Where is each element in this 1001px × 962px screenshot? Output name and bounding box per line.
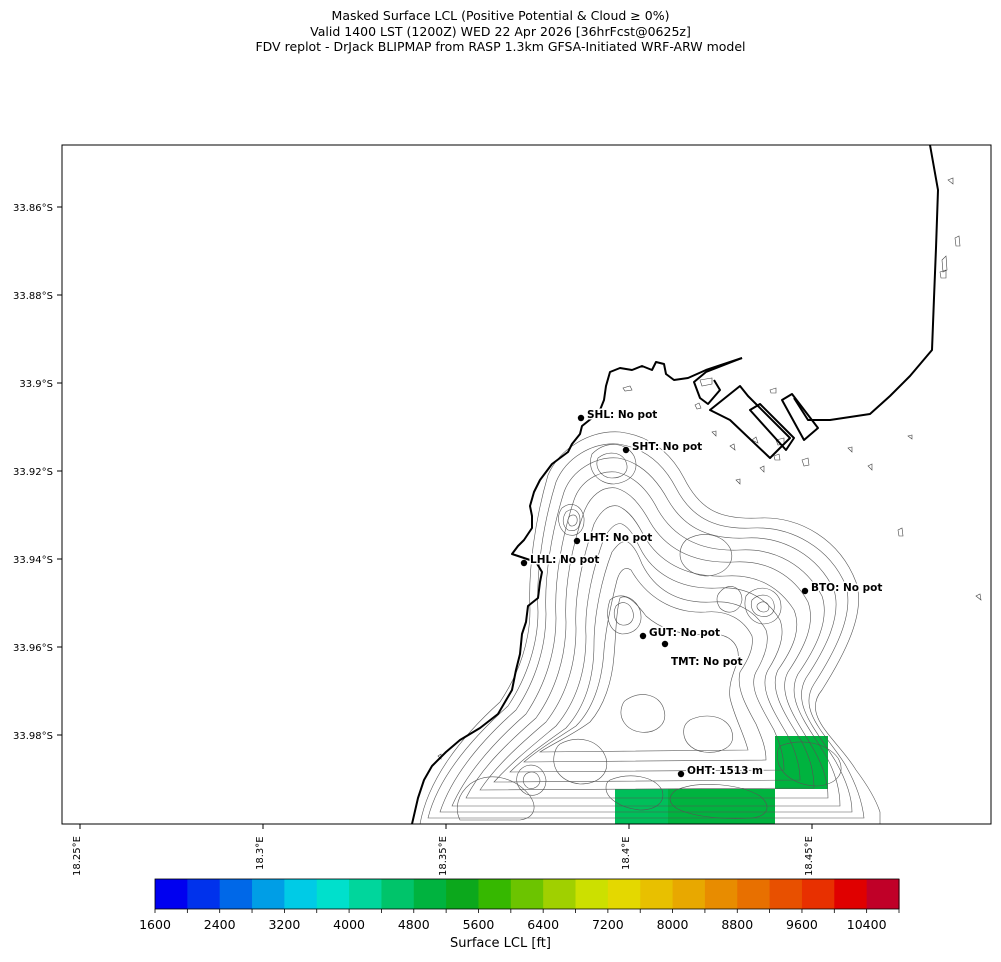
station-label-oht: OHT: 1513 m bbox=[687, 765, 763, 777]
colorbar-tick-label: 4000 bbox=[333, 917, 365, 932]
colorbar-swatch bbox=[607, 879, 641, 909]
station-marker-tmt bbox=[661, 640, 669, 648]
small-contours bbox=[437, 177, 982, 760]
colorbar-frame bbox=[154, 878, 900, 910]
station-marker-lhl bbox=[520, 559, 528, 567]
colorbar-swatch bbox=[575, 879, 609, 909]
map-frame bbox=[61, 144, 992, 825]
colorbar-swatch bbox=[219, 879, 253, 909]
colorbar-swatch bbox=[801, 879, 835, 909]
lat-axis: 33.86°S 33.88°S 33.9°S 33.92°S 33.94°S 3… bbox=[13, 203, 62, 742]
colorbar-swatch bbox=[834, 879, 868, 909]
colorbar-swatch bbox=[284, 879, 318, 909]
colorbar-tick-label: 5600 bbox=[463, 917, 495, 932]
colorbar-swatch bbox=[381, 879, 415, 909]
station-label-lhl: LHL: No pot bbox=[530, 554, 599, 566]
lon-tick-label: 18.3°E bbox=[255, 836, 266, 870]
lat-tick-label: 33.88°S bbox=[13, 291, 53, 302]
colorbar-tick-label: 10400 bbox=[847, 917, 887, 932]
colorbar: 1600 2400 3200 4000 4800 5600 6400 7200 8000 8800… bbox=[139, 878, 900, 932]
colorbar-swatch bbox=[252, 879, 285, 909]
lcl-cell bbox=[615, 789, 668, 824]
station-label-shl: SHL: No pot bbox=[587, 409, 657, 421]
stations: SHL: No pot SHT: No pot LHT: No pot LHL:… bbox=[520, 408, 884, 779]
colorbar-swatch bbox=[640, 879, 674, 909]
lat-tick-label: 33.96°S bbox=[13, 643, 53, 654]
colorbar-tick-label: 4800 bbox=[398, 917, 430, 932]
colorbar-tick-label: 8000 bbox=[657, 917, 689, 932]
colorbar-swatch bbox=[672, 879, 706, 909]
station-label-lht: LHT: No pot bbox=[583, 532, 652, 544]
title-line-3: FDV replot - DrJack BLIPMAP from RASP 1.… bbox=[255, 39, 746, 54]
station-marker-sht bbox=[622, 446, 630, 454]
colorbar-swatch bbox=[769, 879, 803, 909]
chart-title: Masked Surface LCL (Positive Potential &… bbox=[0, 8, 1001, 55]
colorbar-swatch bbox=[510, 879, 544, 909]
title-line-1: Masked Surface LCL (Positive Potential &… bbox=[331, 8, 670, 23]
colorbar-swatch bbox=[704, 879, 738, 909]
lat-tick-label: 33.94°S bbox=[13, 555, 53, 566]
colorbar-tick-label: 6400 bbox=[527, 917, 559, 932]
colorbar-swatches bbox=[155, 879, 900, 909]
colorbar-title: Surface LCL [ft] bbox=[450, 936, 551, 951]
colorbar-swatch bbox=[446, 879, 480, 909]
lon-tick-label: 18.4°E bbox=[621, 836, 632, 870]
colorbar-tick-label: 9600 bbox=[786, 917, 818, 932]
lat-tick-label: 33.98°S bbox=[13, 731, 53, 742]
colorbar-swatch bbox=[349, 879, 383, 909]
colorbar-swatch bbox=[187, 879, 221, 909]
station-label-gut: GUT: No pot bbox=[649, 627, 720, 639]
lon-axis: 18.25°E 18.3°E 18.35°E 18.4°E 18.45°E bbox=[72, 824, 815, 876]
colorbar-tick-label: 1600 bbox=[139, 917, 171, 932]
station-marker-lht bbox=[573, 537, 581, 545]
colorbar-swatch bbox=[155, 879, 188, 909]
coastline bbox=[411, 144, 939, 825]
title-line-2: Valid 1400 LST (1200Z) WED 22 Apr 2026 [… bbox=[310, 23, 691, 39]
station-label-bto: BTO: No pot bbox=[811, 582, 882, 594]
station-label-sht: SHT: No pot bbox=[632, 441, 702, 453]
station-marker-shl bbox=[577, 414, 585, 422]
station-marker-oht bbox=[677, 770, 685, 778]
colorbar-tick-label: 3200 bbox=[268, 917, 300, 932]
lat-tick-label: 33.92°S bbox=[13, 467, 53, 478]
colorbar-swatch bbox=[737, 879, 771, 909]
colorbar-tick-label: 7200 bbox=[592, 917, 624, 932]
lon-tick-label: 18.35°E bbox=[438, 836, 449, 876]
station-marker-gut bbox=[639, 632, 647, 640]
colorbar-tick-label: 2400 bbox=[204, 917, 236, 932]
colorbar-tick-label: 8800 bbox=[721, 917, 753, 932]
colorbar-swatch bbox=[316, 879, 350, 909]
lon-tick-label: 18.25°E bbox=[72, 836, 83, 876]
colorbar-swatch bbox=[413, 879, 447, 909]
station-label-tmt: TMT: No pot bbox=[671, 656, 742, 668]
lat-tick-label: 33.86°S bbox=[13, 203, 53, 214]
colorbar-swatch bbox=[866, 879, 900, 909]
colorbar-swatch bbox=[543, 879, 577, 909]
station-marker-bto bbox=[801, 587, 809, 595]
colorbar-swatch bbox=[478, 879, 512, 909]
lon-tick-label: 18.45°E bbox=[804, 836, 815, 876]
lat-tick-label: 33.9°S bbox=[19, 379, 53, 390]
lcl-cell bbox=[668, 789, 775, 824]
colorbar-ticks: 1600 2400 3200 4000 4800 5600 6400 7200 8000 8800… bbox=[139, 909, 900, 932]
